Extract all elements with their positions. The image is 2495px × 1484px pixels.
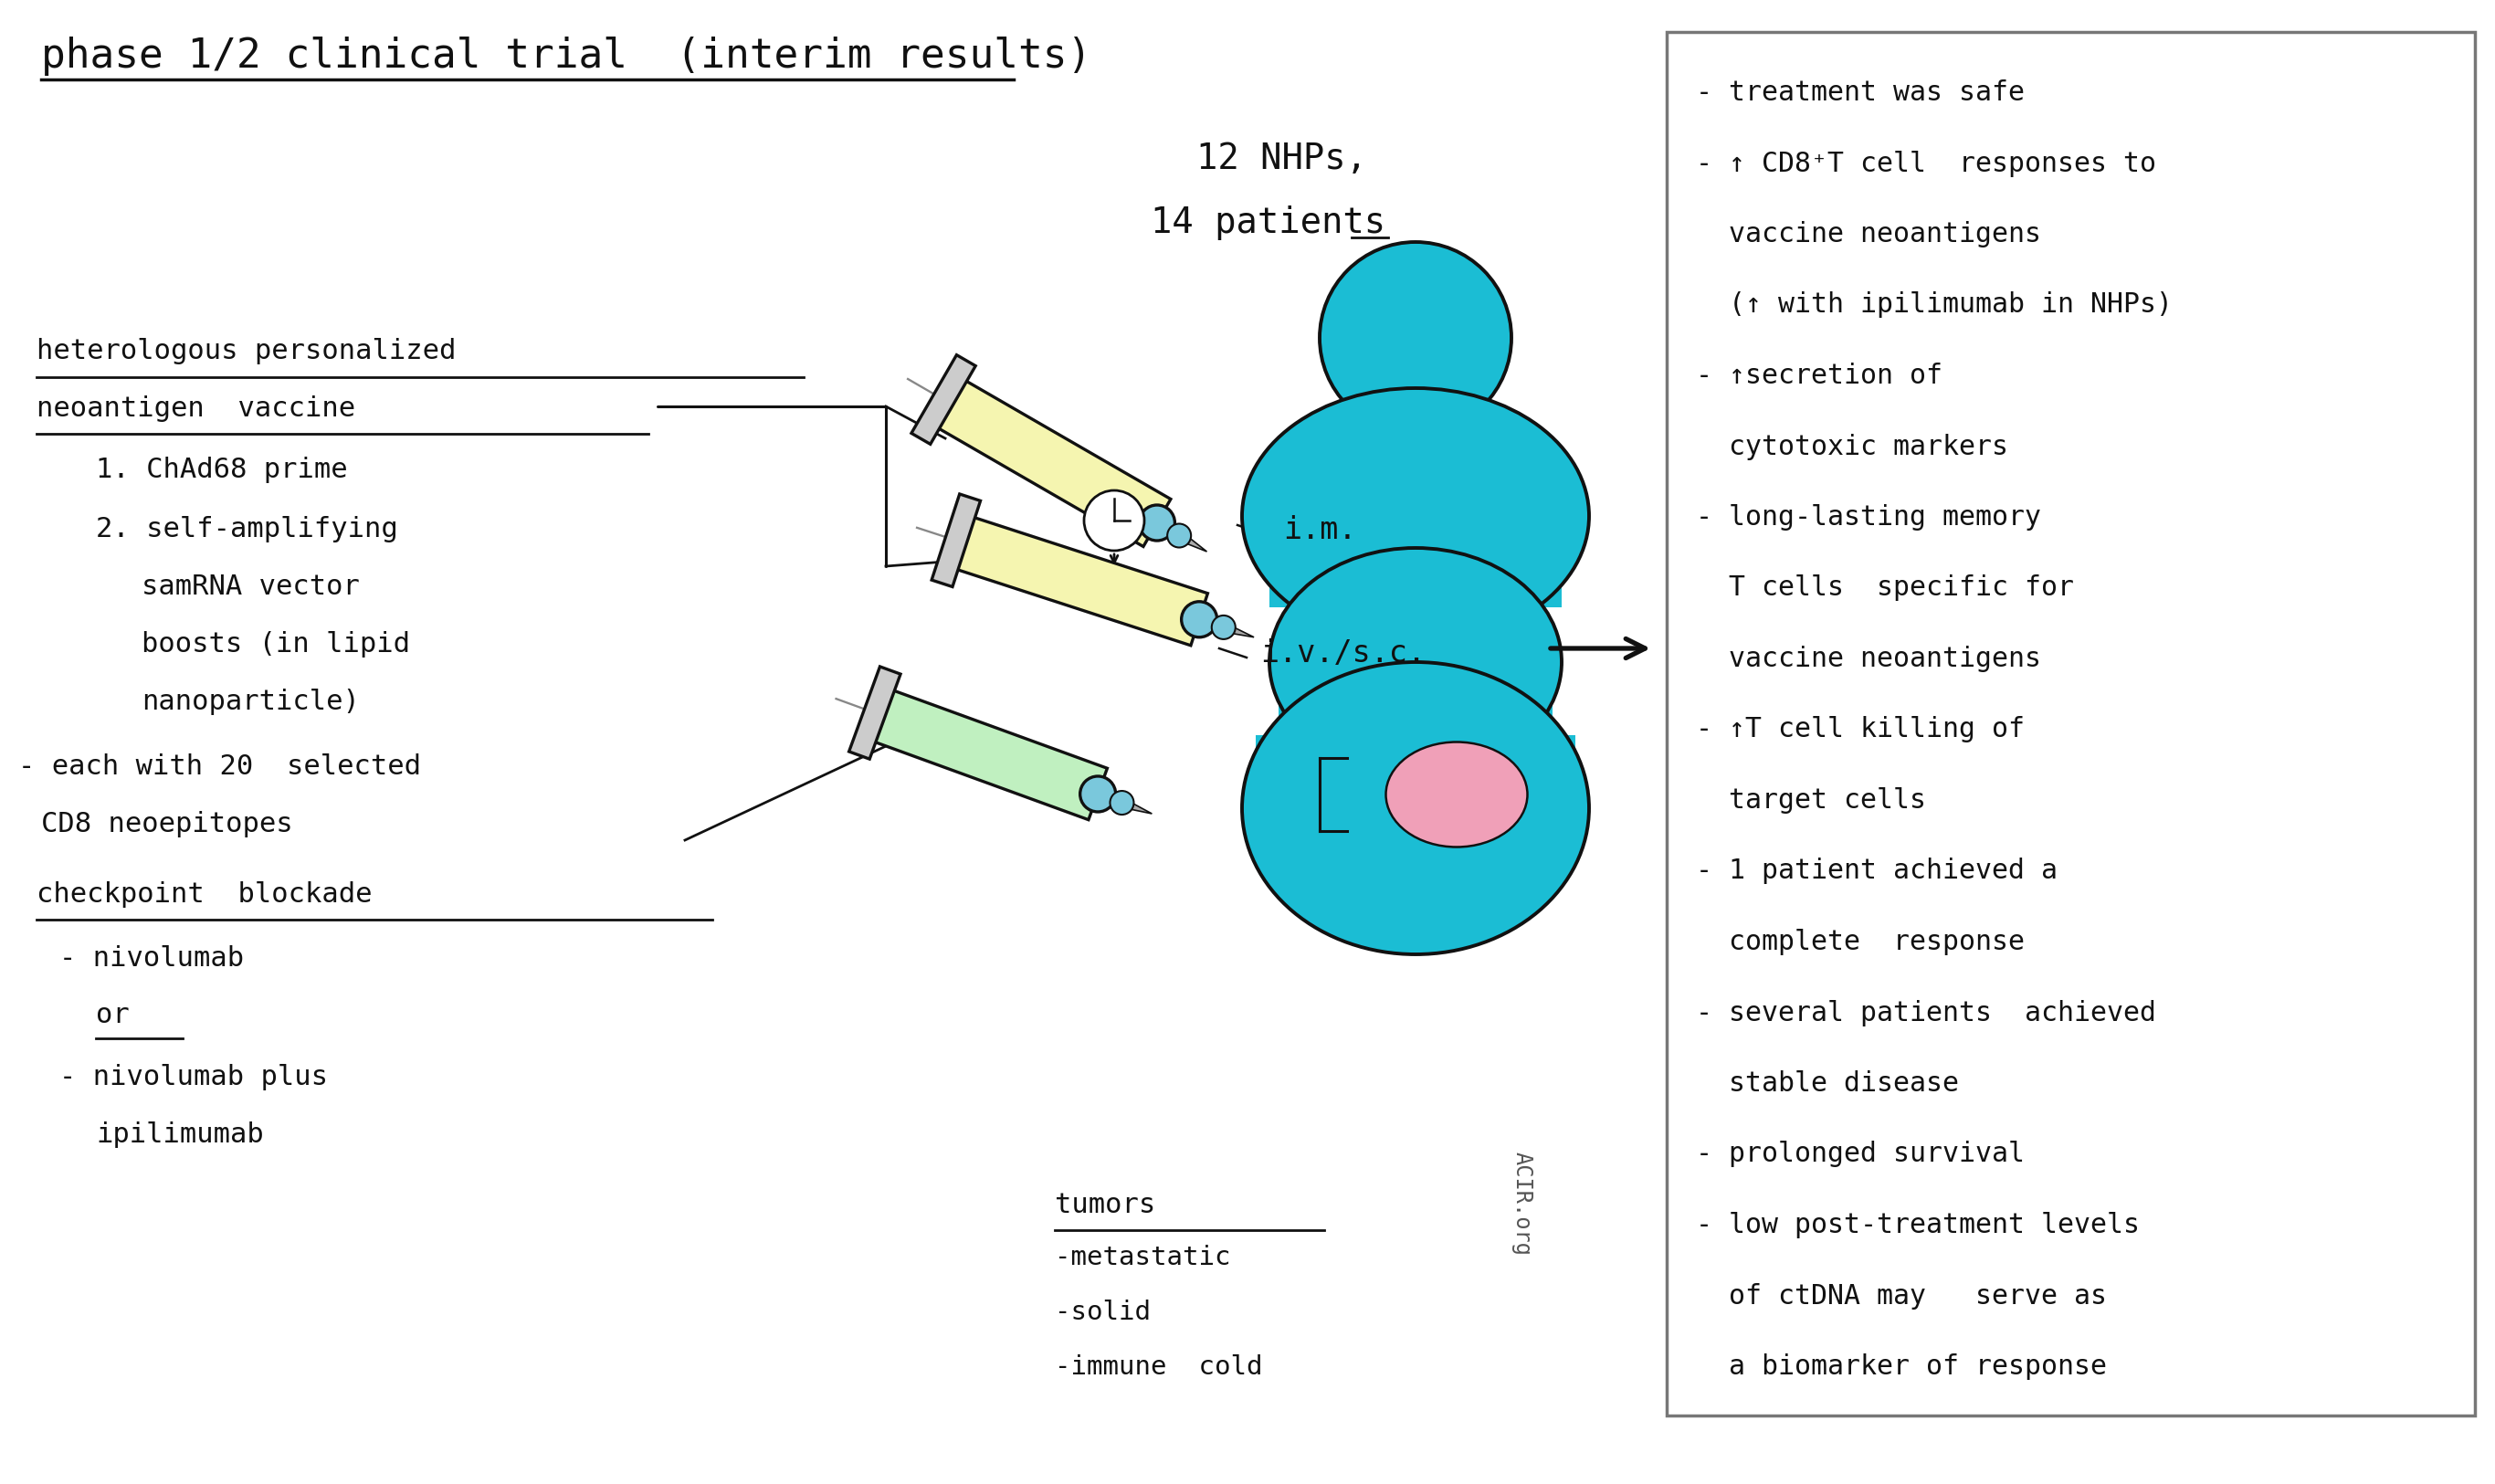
Bar: [1270, 516, 1562, 607]
Circle shape: [1183, 601, 1218, 637]
Circle shape: [1213, 616, 1235, 640]
Text: -immune  cold: -immune cold: [1055, 1355, 1262, 1380]
Text: boosts (in lipid: boosts (in lipid: [142, 631, 409, 657]
Text: - treatment was safe: - treatment was safe: [1697, 80, 2023, 105]
Text: - long-lasting memory: - long-lasting memory: [1697, 505, 2041, 531]
Bar: [1370, 378, 1462, 442]
Circle shape: [1320, 242, 1512, 433]
Polygon shape: [931, 375, 1170, 546]
Polygon shape: [848, 666, 901, 758]
Text: - 1 patient achieved a: - 1 patient achieved a: [1697, 858, 2058, 884]
Text: tumors: tumors: [1055, 1192, 1155, 1218]
Circle shape: [1083, 490, 1145, 551]
Text: target cells: target cells: [1697, 787, 1926, 813]
Text: T cells  specific for: T cells specific for: [1697, 574, 2073, 601]
Text: cytotoxic markers: cytotoxic markers: [1697, 433, 2008, 460]
Text: - ↑ CD8⁺T cell  responses to: - ↑ CD8⁺T cell responses to: [1697, 150, 2156, 177]
Text: - ↑T cell killing of: - ↑T cell killing of: [1697, 717, 2023, 743]
Text: heterologous personalized: heterologous personalized: [37, 338, 457, 365]
Text: - prolonged survival: - prolonged survival: [1697, 1141, 2023, 1168]
Polygon shape: [1223, 623, 1255, 637]
Polygon shape: [911, 355, 976, 444]
Text: -solid: -solid: [1055, 1300, 1150, 1325]
Circle shape: [1080, 776, 1115, 812]
Text: 12 NHPs,: 12 NHPs,: [1198, 141, 1367, 177]
Text: complete  response: complete response: [1697, 929, 2023, 956]
Polygon shape: [931, 494, 981, 586]
Text: i.m.: i.m.: [1282, 515, 1357, 545]
Text: - nivolumab plus: - nivolumab plus: [60, 1064, 327, 1091]
Text: CD8 neoepitopes: CD8 neoepitopes: [40, 810, 292, 837]
Polygon shape: [1095, 787, 1125, 810]
Text: 14 patients: 14 patients: [1150, 205, 1385, 240]
Text: stable disease: stable disease: [1697, 1070, 1959, 1097]
Bar: [1255, 735, 1574, 827]
Polygon shape: [866, 687, 1108, 819]
Ellipse shape: [1243, 389, 1589, 644]
Circle shape: [1110, 791, 1133, 815]
Ellipse shape: [1243, 662, 1589, 954]
Text: i.v./s.c.: i.v./s.c.: [1260, 638, 1425, 668]
Polygon shape: [1153, 516, 1183, 542]
Polygon shape: [1178, 531, 1208, 552]
Text: vaccine neoantigens: vaccine neoantigens: [1697, 221, 2041, 248]
Text: - nivolumab: - nivolumab: [60, 945, 245, 972]
Text: a biomarker of response: a biomarker of response: [1697, 1353, 2106, 1380]
Text: - several patients  achieved: - several patients achieved: [1697, 1000, 2156, 1025]
Text: vaccine neoantigens: vaccine neoantigens: [1697, 646, 2041, 672]
Text: - each with 20  selected: - each with 20 selected: [17, 754, 422, 781]
Text: 1. ChAd68 prime: 1. ChAd68 prime: [95, 457, 347, 484]
Text: ipilimumab: ipilimumab: [95, 1122, 264, 1149]
Text: nanoparticle): nanoparticle): [142, 689, 359, 715]
Polygon shape: [948, 515, 1208, 646]
Text: neoantigen  vaccine: neoantigen vaccine: [37, 395, 354, 421]
Ellipse shape: [1270, 548, 1562, 776]
Bar: [1277, 662, 1552, 754]
Text: (↑ with ipilimumab in NHPs): (↑ with ipilimumab in NHPs): [1697, 292, 2173, 318]
FancyBboxPatch shape: [1667, 33, 2475, 1416]
Text: phase 1/2 clinical trial  (interim results): phase 1/2 clinical trial (interim result…: [40, 37, 1093, 76]
Polygon shape: [1198, 611, 1225, 635]
Text: checkpoint  blockade: checkpoint blockade: [37, 881, 372, 908]
Text: samRNA vector: samRNA vector: [142, 573, 359, 600]
Text: or: or: [95, 1002, 130, 1028]
Ellipse shape: [1385, 742, 1527, 847]
Text: - ↑secretion of: - ↑secretion of: [1697, 362, 1944, 389]
Circle shape: [1140, 505, 1175, 540]
Text: 2. self-amplifying: 2. self-amplifying: [95, 516, 397, 543]
Text: of ctDNA may   serve as: of ctDNA may serve as: [1697, 1282, 2106, 1309]
Circle shape: [1168, 524, 1190, 548]
Text: -metastatic: -metastatic: [1055, 1245, 1230, 1270]
Text: - low post-treatment levels: - low post-treatment levels: [1697, 1212, 2141, 1238]
Polygon shape: [1120, 798, 1153, 813]
Text: ACIR.org: ACIR.org: [1512, 1152, 1534, 1255]
